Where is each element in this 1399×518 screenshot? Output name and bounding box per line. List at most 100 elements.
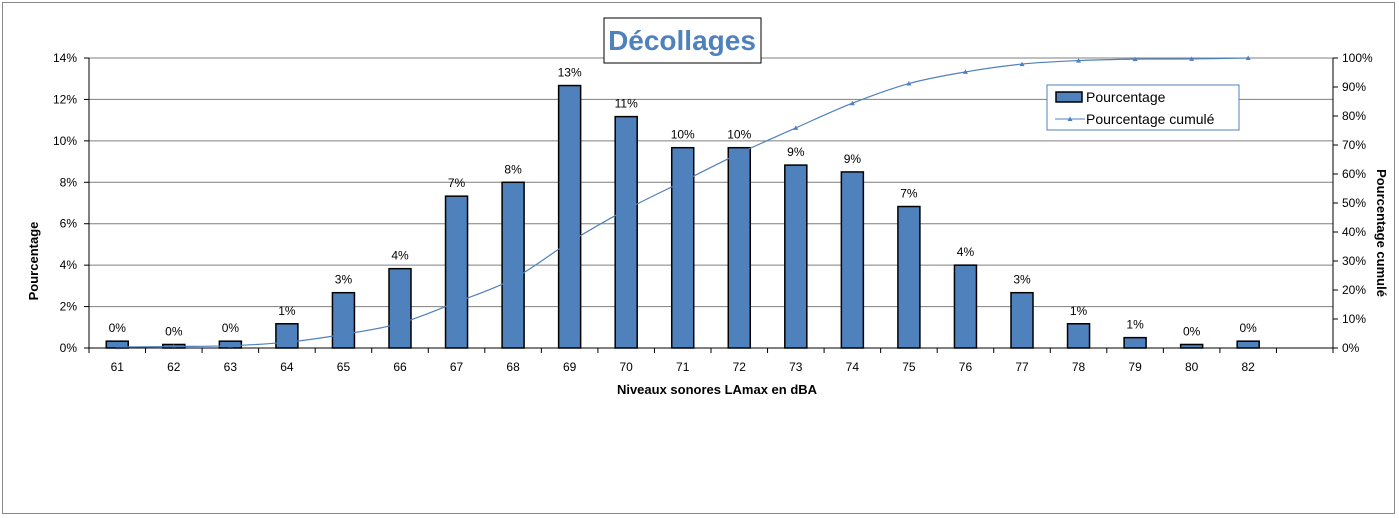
bar-data-label: 0% (109, 321, 127, 335)
bar-data-label: 7% (448, 176, 466, 190)
x-tick-label: 74 (846, 360, 860, 374)
bar-data-label: 4% (391, 249, 409, 263)
bar (1123, 336, 1147, 349)
bar (1236, 340, 1260, 349)
y-right-tick-label: 0% (1342, 341, 1360, 355)
bar (331, 291, 356, 349)
y-left-tick-label: 6% (60, 217, 78, 231)
x-tick-label: 78 (1072, 360, 1086, 374)
bar-data-label: 0% (1240, 321, 1258, 335)
legend-label-pourcentage: Pourcentage (1086, 89, 1166, 105)
y-left-tick-label: 12% (53, 92, 77, 106)
bar (840, 171, 865, 349)
y-right-tick-label: 100% (1342, 51, 1373, 65)
line-point-marker (962, 69, 968, 74)
y-axis-left-ticks: 0% 2% 4% 6% 8% 10% 12% 14% (53, 51, 89, 355)
y-right-tick-label: 80% (1342, 109, 1366, 123)
line-point-marker (736, 150, 742, 156)
x-tick-label: 71 (676, 360, 690, 374)
bar-data-label: 1% (278, 304, 296, 318)
cumulative-line-series (114, 55, 1251, 350)
bar (784, 164, 808, 349)
x-tick-label: 75 (902, 360, 916, 374)
bar-series (105, 84, 1260, 349)
y-left-tick-label: 0% (60, 341, 78, 355)
x-tick-label: 73 (789, 360, 803, 374)
bar-data-label: 9% (844, 152, 862, 166)
bar (501, 181, 525, 349)
line-point-marker (1076, 58, 1082, 63)
bar (275, 323, 299, 349)
x-tick-label: 61 (111, 360, 125, 374)
y-right-tick-label: 20% (1342, 283, 1366, 297)
gridlines (89, 57, 1333, 349)
x-tick-label: 72 (733, 360, 747, 374)
y-right-tick-label: 40% (1342, 225, 1366, 239)
data-labels: 0% 0% 0% 1% 3% 4% 7% 8% 13% 11% 10% 10% 9% 9% 7% 4% 3% 1%… (109, 66, 1258, 339)
bar-data-label: 9% (787, 145, 805, 159)
bar-data-label: 10% (671, 128, 695, 142)
line-point-marker (454, 299, 460, 305)
line-point-marker (340, 331, 346, 337)
x-tick-label: 77 (1015, 360, 1029, 374)
y-left-tick-label: 14% (53, 51, 77, 65)
bar-data-label: 7% (900, 187, 918, 201)
line-point-marker (849, 100, 855, 106)
chart-svg: 0% 2% 4% 6% 8% 10% 12% 14% 0% 10% 20% 30% 40% 50% 60%… (26, 17, 1389, 397)
line-point-marker (1245, 55, 1251, 60)
bar (388, 267, 412, 349)
y-right-tick-label: 90% (1342, 80, 1366, 94)
y-left-tick-label: 4% (60, 258, 78, 272)
y-axis-right-ticks: 0% 10% 20% 30% 40% 50% 60% 70% 80% 90% 100% (1333, 51, 1373, 355)
bar (1010, 291, 1034, 349)
x-axis-ticks: 61 62 63 64 65 66 67 68 69 70 71 72 73 74 75 76 77 78 79 80… (88, 348, 1334, 374)
bar-data-label: 0% (165, 324, 183, 338)
bar-data-label: 3% (1013, 273, 1031, 287)
y-left-tick-label: 8% (60, 175, 78, 189)
y-right-tick-label: 10% (1342, 312, 1366, 326)
axes (88, 58, 1334, 349)
line-point-marker (680, 179, 686, 184)
line-point-marker (171, 344, 177, 349)
bar (557, 84, 582, 349)
x-tick-label: 82 (1242, 360, 1256, 374)
x-tick-label: 69 (563, 360, 577, 374)
line-point-marker (227, 343, 233, 348)
y-right-tick-label: 30% (1342, 254, 1366, 268)
bar (1179, 343, 1204, 349)
x-tick-label: 62 (167, 360, 181, 374)
x-tick-label: 66 (393, 360, 407, 374)
line-point-marker (1132, 56, 1138, 62)
x-tick-label: 79 (1128, 360, 1142, 374)
x-tick-label: 64 (280, 360, 294, 374)
legend-line-marker (1067, 116, 1073, 121)
bar (897, 205, 921, 349)
bar (953, 264, 978, 349)
x-tick-label: 63 (224, 360, 238, 374)
line-point-marker (510, 276, 516, 281)
x-tick-label: 67 (450, 360, 464, 374)
line-point-marker (793, 125, 799, 130)
y-right-tick-label: 50% (1342, 196, 1366, 210)
x-tick-label: 65 (337, 360, 351, 374)
bar-data-label: 3% (335, 273, 353, 287)
line-point-marker (906, 81, 912, 86)
line-point-marker (623, 207, 629, 212)
x-axis-title: Niveaux sonores LAmax en dBA (617, 382, 818, 397)
bar-data-label: 10% (727, 128, 751, 142)
bar (727, 146, 752, 349)
x-tick-label: 80 (1185, 360, 1199, 374)
legend: Pourcentage Pourcentage cumulé (1046, 84, 1240, 131)
chart-title: Décollages (608, 25, 756, 56)
y-right-tick-label: 60% (1342, 167, 1366, 181)
line-point-marker (1189, 56, 1195, 61)
bar-data-label: 4% (957, 245, 975, 259)
bar-data-label: 8% (504, 162, 522, 176)
line-point-marker (397, 320, 403, 326)
y-right-tick-label: 70% (1342, 138, 1366, 152)
y-axis-right-title: Pourcentage cumulé (1374, 169, 1389, 297)
line-point-marker (1019, 61, 1025, 67)
title-box (603, 17, 762, 64)
x-tick-label: 70 (620, 360, 634, 374)
